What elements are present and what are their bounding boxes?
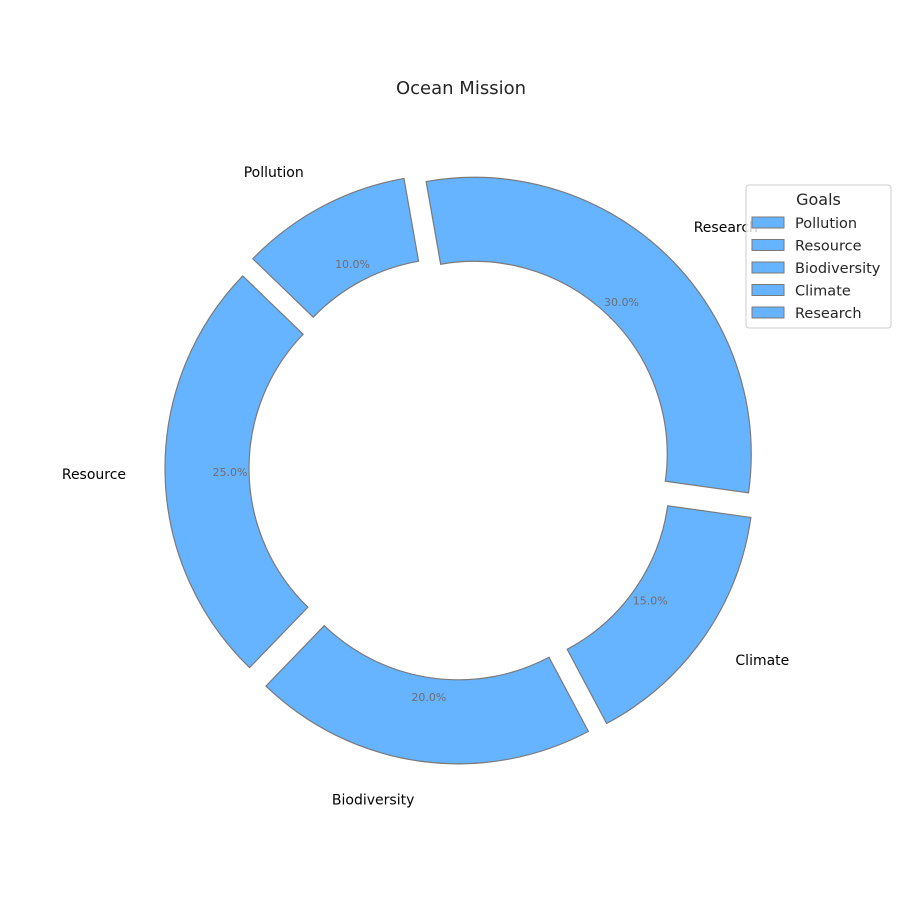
legend-label-research: Research <box>795 306 862 322</box>
percent-label-resource: 25.0% <box>213 466 248 479</box>
slice-climate <box>567 506 751 724</box>
slice-label-pollution: Pollution <box>244 165 304 181</box>
legend-label-climate: Climate <box>795 284 851 300</box>
percent-label-research: 30.0% <box>604 296 639 309</box>
slices-layer <box>165 177 751 763</box>
legend-label-resource: Resource <box>795 239 862 255</box>
legend-swatch-climate <box>752 285 784 296</box>
legend-swatch-research <box>752 307 784 318</box>
slice-label-resource: Resource <box>62 467 126 483</box>
legend-label-pollution: Pollution <box>795 216 857 232</box>
legend-title: Goals <box>796 190 841 209</box>
percent-label-pollution: 10.0% <box>335 258 370 271</box>
legend-label-biodiversity: Biodiversity <box>795 261 881 277</box>
legend-swatch-pollution <box>752 217 784 228</box>
slice-label-biodiversity: Biodiversity <box>332 793 414 809</box>
percent-label-biodiversity: 20.0% <box>411 691 446 704</box>
legend: Goals Pollution Resource Biodiversity Clima… <box>746 185 891 328</box>
legend-swatch-resource <box>752 240 784 251</box>
legend-swatch-biodiversity <box>752 262 784 273</box>
percent-label-climate: 15.0% <box>633 594 668 607</box>
slice-pollution <box>253 178 419 317</box>
chart-title: Ocean Mission <box>396 78 526 99</box>
slice-label-climate: Climate <box>735 653 789 669</box>
